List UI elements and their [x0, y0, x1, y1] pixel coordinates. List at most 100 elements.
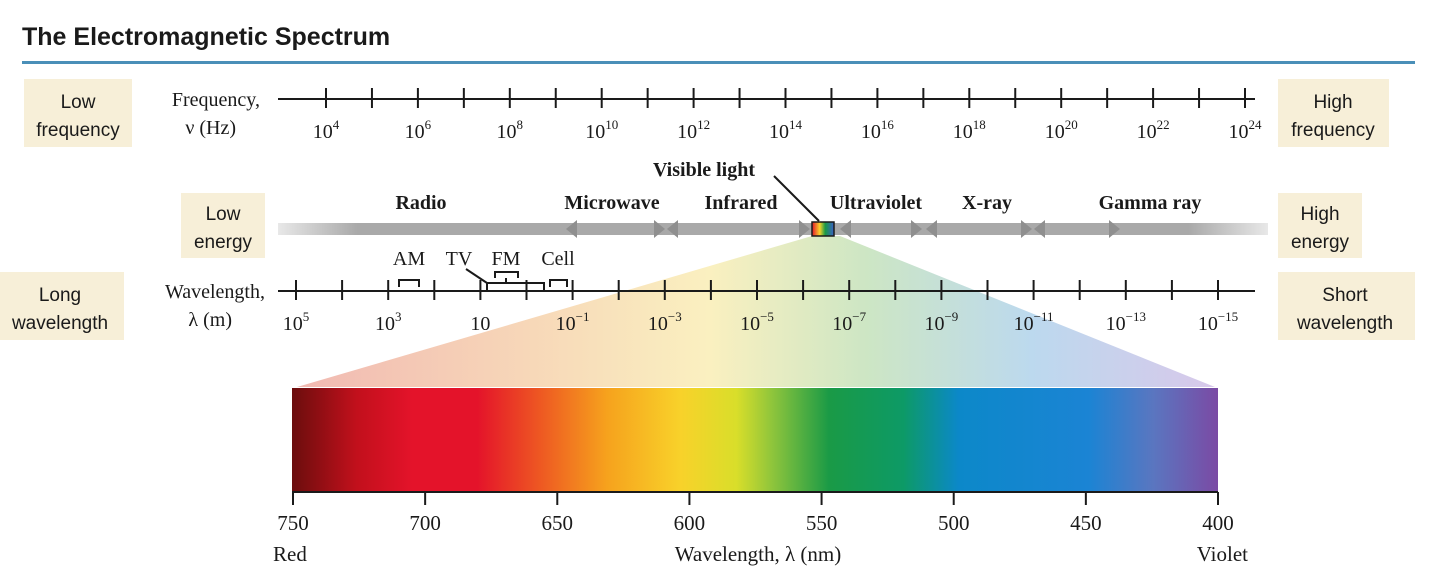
- band-label-gamma-ray: Gamma ray: [1099, 192, 1202, 214]
- band-boundary-arrow: [926, 220, 1032, 238]
- wavelength-axis-tick-label: 103: [375, 309, 402, 335]
- short-wavelength-box: Short wavelength: [1278, 272, 1415, 340]
- wavelength-axis-tick-exponent: −13: [1126, 309, 1146, 324]
- frequency-axis-tick-exponent: 22: [1157, 117, 1170, 132]
- frequency-axis-tick-base: 10: [585, 121, 605, 143]
- frequency-axis-tick-exponent: 24: [1249, 117, 1263, 132]
- wavelength-axis-tick-exponent: −7: [852, 309, 866, 324]
- visible-spectrum-tick-label: 550: [806, 511, 838, 535]
- frequency-axis-tick-label: 1018: [953, 117, 986, 143]
- wavelength-axis-tick-exponent: −15: [1218, 309, 1238, 324]
- frequency-axis-tick-base: 10: [1045, 121, 1065, 143]
- wavelength-axis-tick-base: 10: [924, 313, 944, 335]
- frequency-axis-tick-exponent: 12: [697, 117, 710, 132]
- sub-band-tv-bracket: [465, 268, 545, 290]
- band-label-infrared: Infrared: [705, 192, 778, 214]
- frequency-axis-tick-exponent: 6: [425, 117, 432, 132]
- wavelength-axis: Wavelength, λ (m) 105 103 10 10−1 10−3 10−5 10…: [165, 280, 1255, 335]
- wavelength-axis-tick-label: 10−1: [556, 309, 590, 335]
- wavelength-axis-tick-exponent: 5: [303, 309, 310, 324]
- wavelength-axis-tick-label: 105: [283, 309, 310, 335]
- wavelength-axis-tick-label: 10: [470, 313, 490, 335]
- wavelength-axis-tick-label: 10−7: [832, 309, 866, 335]
- visible-spectrum: 750 700 650 600 550 500 450 400 Red Violet Wave…: [273, 388, 1248, 566]
- high-frequency-line1: High: [1313, 92, 1352, 113]
- visible-light-marker: [811, 221, 835, 237]
- wavelength-axis-tick-base: 10: [470, 313, 490, 335]
- low-frequency-box: Low frequency: [24, 79, 132, 147]
- visible-spectrum-tick-label: 500: [938, 511, 970, 535]
- band-boundary-arrow: [566, 220, 665, 238]
- high-energy-line1: High: [1300, 204, 1339, 225]
- visible-spectrum-bar: [292, 388, 1218, 492]
- frequency-axis-tick-label: 1012: [677, 117, 710, 143]
- title-rule: [22, 61, 1415, 64]
- short-wavelength-line1: Short: [1322, 285, 1368, 306]
- wavelength-axis-tick-base: 10: [1106, 313, 1126, 335]
- frequency-axis-tick-base: 10: [405, 121, 425, 143]
- visible-spectrum-tick-label: 450: [1070, 511, 1102, 535]
- visible-spectrum-tick-label: 750: [277, 511, 309, 535]
- red-label: Red: [273, 542, 307, 566]
- frequency-axis-tick-label: 1024: [1229, 117, 1263, 143]
- sub-band-cell: Cell: [541, 248, 575, 270]
- wavelength-axis-tick-label: 10−13: [1106, 309, 1146, 335]
- low-frequency-line1: Low: [61, 92, 96, 113]
- visible-light-funnel: [297, 236, 1215, 387]
- wavelength-axis-tick-exponent: −3: [668, 309, 682, 324]
- frequency-axis-tick-exponent: 20: [1065, 117, 1078, 132]
- low-frequency-line2: frequency: [36, 120, 120, 141]
- wavelength-axis-tick-base: 10: [740, 313, 760, 335]
- low-energy-line2: energy: [194, 232, 253, 253]
- wavelength-axis-tick-base: 10: [556, 313, 576, 335]
- frequency-axis-tick-label: 1016: [861, 117, 895, 143]
- frequency-axis-tick-base: 10: [861, 121, 881, 143]
- wavelength-axis-tick-label: 10−11: [1014, 309, 1054, 335]
- frequency-axis-tick-label: 108: [497, 117, 524, 143]
- visible-light-pointer: [773, 175, 820, 222]
- frequency-axis-tick-base: 10: [497, 121, 517, 143]
- visible-spectrum-tick-label: 600: [674, 511, 706, 535]
- frequency-axis-tick-base: 10: [953, 121, 973, 143]
- frequency-axis-tick-base: 10: [677, 121, 697, 143]
- frequency-axis-tick-exponent: 18: [973, 117, 986, 132]
- frequency-axis-tick-exponent: 8: [517, 117, 524, 132]
- sub-band-fm: FM: [492, 248, 521, 270]
- long-wavelength-line1: Long: [39, 285, 81, 306]
- page-title: The Electromagnetic Spectrum: [22, 23, 390, 51]
- high-energy-box: High energy: [1278, 193, 1362, 258]
- wavelength-axis-tick-base: 10: [648, 313, 668, 335]
- frequency-axis-label-line2: ν (Hz): [185, 117, 236, 139]
- frequency-axis-tick-label: 1014: [769, 117, 803, 143]
- visible-spectrum-tick-label: 700: [409, 511, 441, 535]
- frequency-axis-tick-base: 10: [1229, 121, 1249, 143]
- wavelength-axis-tick-base: 10: [1014, 313, 1034, 335]
- wavelength-axis-tick-exponent: −1: [576, 309, 590, 324]
- frequency-axis-tick-base: 10: [1137, 121, 1157, 143]
- band-label-ultraviolet: Ultraviolet: [830, 192, 923, 214]
- frequency-axis-tick-label: 104: [313, 117, 340, 143]
- frequency-axis-tick-label: 106: [405, 117, 432, 143]
- sub-band-am-bracket: [398, 279, 420, 287]
- wavelength-axis-tick-exponent: −11: [1034, 309, 1054, 324]
- sub-band-am: AM: [393, 248, 425, 270]
- visible-spectrum-axis-label: Wavelength, λ (nm): [675, 542, 842, 566]
- short-wavelength-line2: wavelength: [1296, 313, 1393, 334]
- wavelength-axis-label-line1: Wavelength,: [165, 281, 265, 303]
- frequency-axis-tick-exponent: 4: [333, 117, 340, 132]
- wavelength-axis-tick-label: 10−15: [1198, 309, 1238, 335]
- sub-band-cell-bracket: [549, 279, 568, 287]
- frequency-axis-tick-label: 1020: [1045, 117, 1078, 143]
- frequency-axis-tick-exponent: 16: [881, 117, 895, 132]
- low-energy-line1: Low: [206, 204, 241, 225]
- wavelength-axis-tick-label: 10−3: [648, 309, 682, 335]
- wavelength-axis-tick-label: 10−5: [740, 309, 774, 335]
- radio-sub-bands: AM TV FM Cell: [393, 248, 575, 290]
- frequency-axis-tick-exponent: 14: [789, 117, 803, 132]
- frequency-axis-label-line1: Frequency,: [172, 89, 260, 111]
- visible-spectrum-tick-label: 400: [1202, 511, 1234, 535]
- high-frequency-box: High frequency: [1278, 79, 1389, 147]
- band-label-radio: Radio: [395, 192, 446, 214]
- wavelength-axis-tick-exponent: −5: [760, 309, 774, 324]
- visible-spectrum-tick-label: 650: [542, 511, 574, 535]
